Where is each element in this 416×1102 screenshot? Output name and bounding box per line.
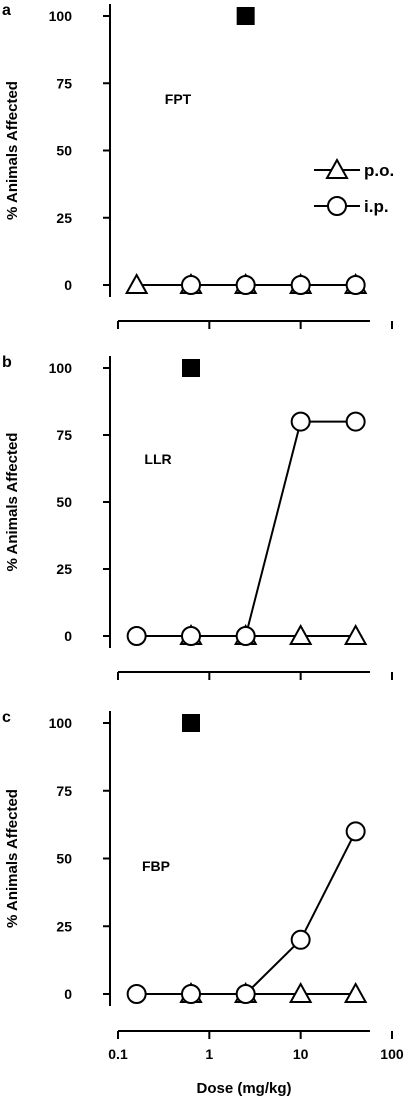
panel-a-circle-point bbox=[290, 275, 311, 295]
panel-b-y-axis-title: % Animals Affected bbox=[4, 433, 21, 572]
panel-a-filled-square bbox=[236, 7, 255, 25]
panel-b-circle-point bbox=[235, 626, 256, 646]
panel-c-panel-label: FBP bbox=[142, 858, 170, 874]
panel-a-letter: a bbox=[2, 2, 11, 19]
panel-c-x-tick-label: 0.1 bbox=[108, 1046, 128, 1062]
panel-c-circle-point bbox=[126, 984, 147, 1004]
panel-a-circle-point bbox=[345, 275, 366, 295]
panel-c-circle-point bbox=[181, 984, 202, 1004]
panel-a-circle-point bbox=[235, 275, 256, 295]
panel-c-x-tick-label: 10 bbox=[293, 1046, 309, 1062]
panel-a-legend-label: p.o. bbox=[364, 161, 394, 180]
panel-b-filled-square bbox=[182, 359, 201, 377]
panel-c-circle-point bbox=[235, 984, 256, 1004]
panel-b-circle-point bbox=[290, 411, 311, 432]
panel-b-y-tick-label: 0 bbox=[64, 628, 72, 644]
panel-a-triangle-point bbox=[124, 272, 149, 294]
panel-a-y-axis-title: % Animals Affected bbox=[4, 81, 21, 220]
panel-c-y-tick-label: 50 bbox=[56, 851, 72, 867]
panel-c-letter: c bbox=[2, 709, 11, 726]
panel-b-triangle-point bbox=[343, 623, 368, 645]
panel-b-panel-label: LLR bbox=[144, 451, 171, 467]
panel-a-panel-label: FPT bbox=[165, 91, 192, 107]
panel-a-y-tick-label: 100 bbox=[49, 8, 73, 24]
panel-c-x-tick-label: 1 bbox=[205, 1046, 213, 1062]
panel-a-circle-point bbox=[181, 275, 202, 295]
panel-a-legend-label: i.p. bbox=[364, 197, 389, 216]
panel-c-triangle-point bbox=[343, 981, 368, 1003]
panel-c-y-axis-title: % Animals Affected bbox=[4, 789, 21, 928]
panel-b-circle-point bbox=[126, 626, 147, 646]
panel-b-y-tick-label: 100 bbox=[49, 360, 73, 376]
panel-c-filled-square bbox=[182, 714, 201, 732]
panel-b-y-tick-label: 50 bbox=[56, 494, 72, 510]
panel-c-x-tick-label: 100 bbox=[380, 1046, 404, 1062]
panel-a-legend-circle-icon bbox=[327, 196, 347, 216]
panel-b-y-tick-label: 25 bbox=[56, 561, 72, 577]
panel-c-circle-point bbox=[345, 821, 366, 842]
panel-b-circle-point bbox=[345, 411, 366, 432]
panel-a-y-tick-label: 50 bbox=[56, 143, 72, 159]
panel-b-triangle-point bbox=[288, 623, 313, 645]
panel-c-x-axis-title: Dose (mg/kg) bbox=[196, 1080, 291, 1097]
panel-c-triangle-point bbox=[288, 981, 313, 1003]
panel-b-y-tick-label: 75 bbox=[56, 427, 72, 443]
panel-c-y-tick-label: 0 bbox=[64, 986, 72, 1002]
panel-c-y-tick-label: 75 bbox=[56, 783, 72, 799]
panel-c-y-tick-label: 25 bbox=[56, 918, 72, 934]
panel-a-legend-triangle-icon bbox=[325, 157, 349, 179]
panel-b-circle-point bbox=[181, 626, 202, 646]
panel-b-letter: b bbox=[2, 354, 12, 371]
panel-a-y-tick-label: 75 bbox=[56, 75, 72, 91]
panel-c-circle-point bbox=[290, 929, 311, 950]
panel-c-y-tick-label: 100 bbox=[49, 715, 73, 731]
panel-a-y-tick-label: 25 bbox=[56, 210, 72, 226]
panel-c-series-line-ip bbox=[136, 830, 357, 995]
panel-a-y-tick-label: 0 bbox=[64, 277, 72, 293]
